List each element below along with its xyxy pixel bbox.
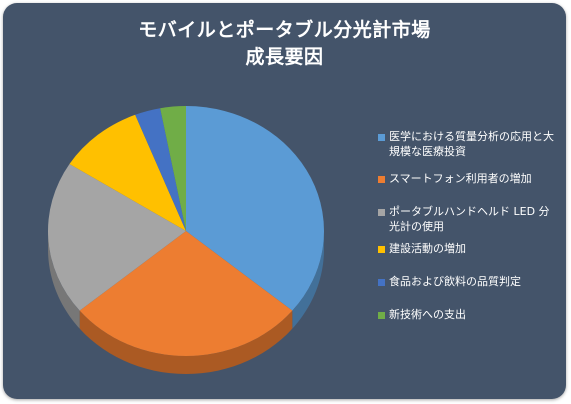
- pie-slice: [79, 231, 293, 357]
- legend-swatch: [378, 279, 385, 286]
- pie-slice: [69, 114, 186, 231]
- chart-title: モバイルとポータブル分光計市場 成長要因: [3, 17, 566, 71]
- legend-item: 建設活動の増加: [378, 241, 558, 256]
- legend-label: 医学における質量分析の応用と大規模な医療投資: [389, 130, 554, 158]
- legend-swatch: [378, 312, 385, 319]
- chart-title-line-2: 成長要因: [245, 46, 324, 68]
- pie-slice: [186, 106, 325, 311]
- pie-slices-layer: [47, 105, 325, 357]
- pie-slice-side: [48, 231, 80, 329]
- pie-chart: [47, 105, 325, 374]
- legend-item: スマートフォン利用者の増加: [378, 171, 558, 186]
- legend-item: ポータブルハンドヘルド LED 分光計の使用: [378, 204, 558, 234]
- pie-slice-side: [292, 231, 324, 329]
- legend-label: スマートフォン利用者の増加: [389, 172, 532, 185]
- legend-label: 食品および飲料の品質判定: [389, 275, 521, 288]
- pie-slice: [160, 105, 186, 231]
- legend-item: 医学における質量分析の応用と大規模な医療投資: [378, 129, 558, 159]
- pie-depth-layer: [48, 231, 324, 374]
- legend-swatch: [378, 176, 385, 183]
- pie-slice: [135, 108, 186, 231]
- legend-label: 新技術への支出: [389, 308, 466, 321]
- legend-item: 食品および飲料の品質判定: [378, 274, 558, 289]
- chart-card: モバイルとポータブル分光計市場 成長要因 医学における質量分析の応用と大規模な医…: [3, 3, 566, 399]
- legend: 医学における質量分析の応用と大規模な医療投資 スマートフォン利用者の増加 ポータ…: [378, 129, 558, 322]
- legend-label: 建設活動の増加: [389, 242, 466, 255]
- pie-slice: [47, 164, 187, 311]
- legend-swatch: [378, 134, 385, 141]
- legend-item: 新技術への支出: [378, 307, 558, 322]
- legend-swatch: [378, 209, 385, 216]
- chart-title-line-1: モバイルとポータブル分光計市場: [138, 19, 431, 41]
- legend-label: ポータブルハンドヘルド LED 分光計の使用: [389, 205, 550, 233]
- pie-slice-side: [79, 310, 293, 374]
- legend-swatch: [378, 246, 385, 253]
